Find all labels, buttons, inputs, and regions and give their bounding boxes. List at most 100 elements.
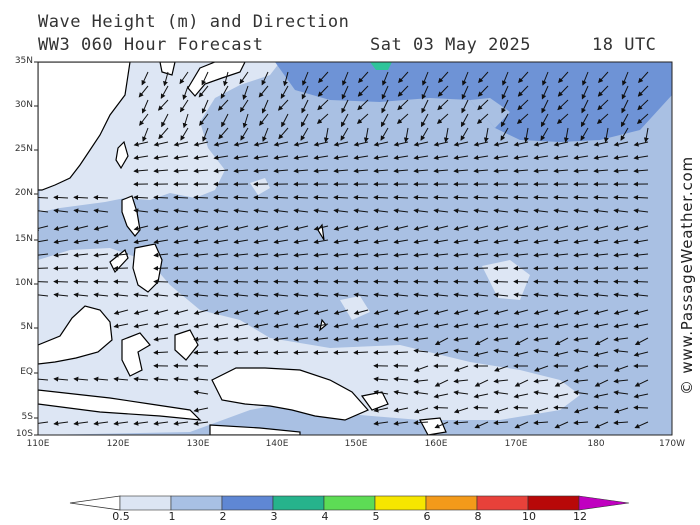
wave-arrow xyxy=(233,265,249,271)
wave-arrow xyxy=(613,168,629,174)
wave-arrow xyxy=(493,309,509,315)
wave-arrow xyxy=(493,239,509,245)
wave-arrow xyxy=(333,225,349,231)
wave-arrow xyxy=(613,225,629,231)
wave-arrow xyxy=(553,323,569,329)
colorbar-swatch xyxy=(425,495,478,511)
wave-arrow xyxy=(179,99,189,113)
wave-arrow xyxy=(493,265,509,271)
wave-arrow xyxy=(133,141,149,147)
wave-arrow xyxy=(277,99,289,111)
wave-arrow xyxy=(193,349,209,355)
lon-label: 110E xyxy=(26,439,50,449)
wave-arrow xyxy=(477,99,489,111)
wave-arrow xyxy=(242,113,249,129)
wave-arrow xyxy=(633,239,649,245)
wave-arrow xyxy=(393,279,409,285)
wave-arrow xyxy=(253,239,269,245)
wave-arrow xyxy=(173,265,189,271)
colorbar-label: 8 xyxy=(474,510,482,523)
wave-arrow xyxy=(453,168,469,174)
lon-label: 120E xyxy=(106,439,130,449)
lat-label: 5N xyxy=(20,322,33,332)
wave-arrow xyxy=(493,336,509,342)
wave-arrow xyxy=(541,85,549,100)
wave-arrow xyxy=(153,323,169,329)
wave-arrow xyxy=(533,378,549,384)
wave-arrow xyxy=(382,71,389,86)
wave-arrow xyxy=(533,420,549,426)
wave-arrow xyxy=(554,337,569,346)
wave-arrow xyxy=(293,155,309,161)
wave-arrow xyxy=(213,252,229,258)
wave-arrow xyxy=(558,71,569,84)
wave-arrow xyxy=(453,407,469,414)
wave-arrow xyxy=(393,389,409,395)
wave-arrow xyxy=(313,265,329,271)
wave-arrow xyxy=(556,113,569,124)
wave-arrow xyxy=(353,168,369,174)
wave-arrow xyxy=(413,309,429,315)
colorbar-label: 4 xyxy=(321,510,329,523)
wave-arrow xyxy=(633,195,649,201)
wave-arrow xyxy=(293,279,309,285)
wave-arrow xyxy=(93,195,109,201)
wave-arrow xyxy=(473,405,489,411)
wave-arrow xyxy=(493,390,509,396)
northern-australia xyxy=(209,424,301,435)
wave-arrow xyxy=(213,279,229,285)
wave-arrow xyxy=(173,420,189,426)
wave-arrow xyxy=(357,99,369,111)
wave-arrow xyxy=(393,420,409,426)
wave-arrow xyxy=(637,85,649,97)
wave-arrow xyxy=(73,239,89,245)
wave-arrow xyxy=(473,239,489,245)
wave-arrow xyxy=(493,292,509,298)
wave-arrow xyxy=(513,323,529,329)
wave-arrow xyxy=(621,99,629,114)
wave-arrow xyxy=(541,99,549,114)
wave-arrow xyxy=(437,99,449,111)
wave-arrow xyxy=(414,365,429,372)
wave-arrow xyxy=(313,323,329,329)
wave-arrow xyxy=(380,113,389,128)
wave-arrow xyxy=(593,265,609,271)
wave-arrow xyxy=(613,292,629,298)
wave-arrow xyxy=(261,99,269,114)
wave-arrow xyxy=(574,365,589,372)
wave-arrow xyxy=(613,336,629,342)
wave-arrow xyxy=(273,141,289,147)
wave-arrow xyxy=(242,85,249,100)
wave-arrow xyxy=(153,155,169,161)
wave-arrow xyxy=(433,279,449,285)
wave-arrow xyxy=(396,113,409,124)
colorbar-swatch xyxy=(272,495,325,511)
wave-arrow xyxy=(38,265,49,271)
wave-arrow xyxy=(313,155,329,161)
wave-arrow xyxy=(554,379,569,387)
wave-arrow xyxy=(393,208,409,214)
wave-arrow xyxy=(341,99,349,114)
wave-arrow xyxy=(513,225,529,231)
wave-arrow xyxy=(573,208,589,214)
wave-arrow xyxy=(433,405,449,411)
wave-arrow xyxy=(340,127,349,141)
wave-arrow xyxy=(373,336,389,342)
wave-arrow xyxy=(333,279,349,285)
wave-arrow xyxy=(199,113,209,126)
lat-label: 10N xyxy=(14,278,33,288)
wave-arrow xyxy=(193,336,209,342)
wave-arrow xyxy=(533,208,549,214)
wave-arrow xyxy=(153,265,169,271)
wave-arrow xyxy=(233,279,249,285)
wave-arrow xyxy=(620,127,629,141)
wave-arrow xyxy=(38,239,49,245)
wave-arrow xyxy=(433,252,449,258)
wave-arrow xyxy=(182,113,189,129)
wave-arrow xyxy=(213,208,229,214)
colorbar-swatch xyxy=(170,495,223,511)
wave-arrow xyxy=(613,252,629,258)
wave-arrow xyxy=(453,292,469,298)
wave-arrow xyxy=(153,239,169,245)
wave-arrow xyxy=(373,292,389,298)
